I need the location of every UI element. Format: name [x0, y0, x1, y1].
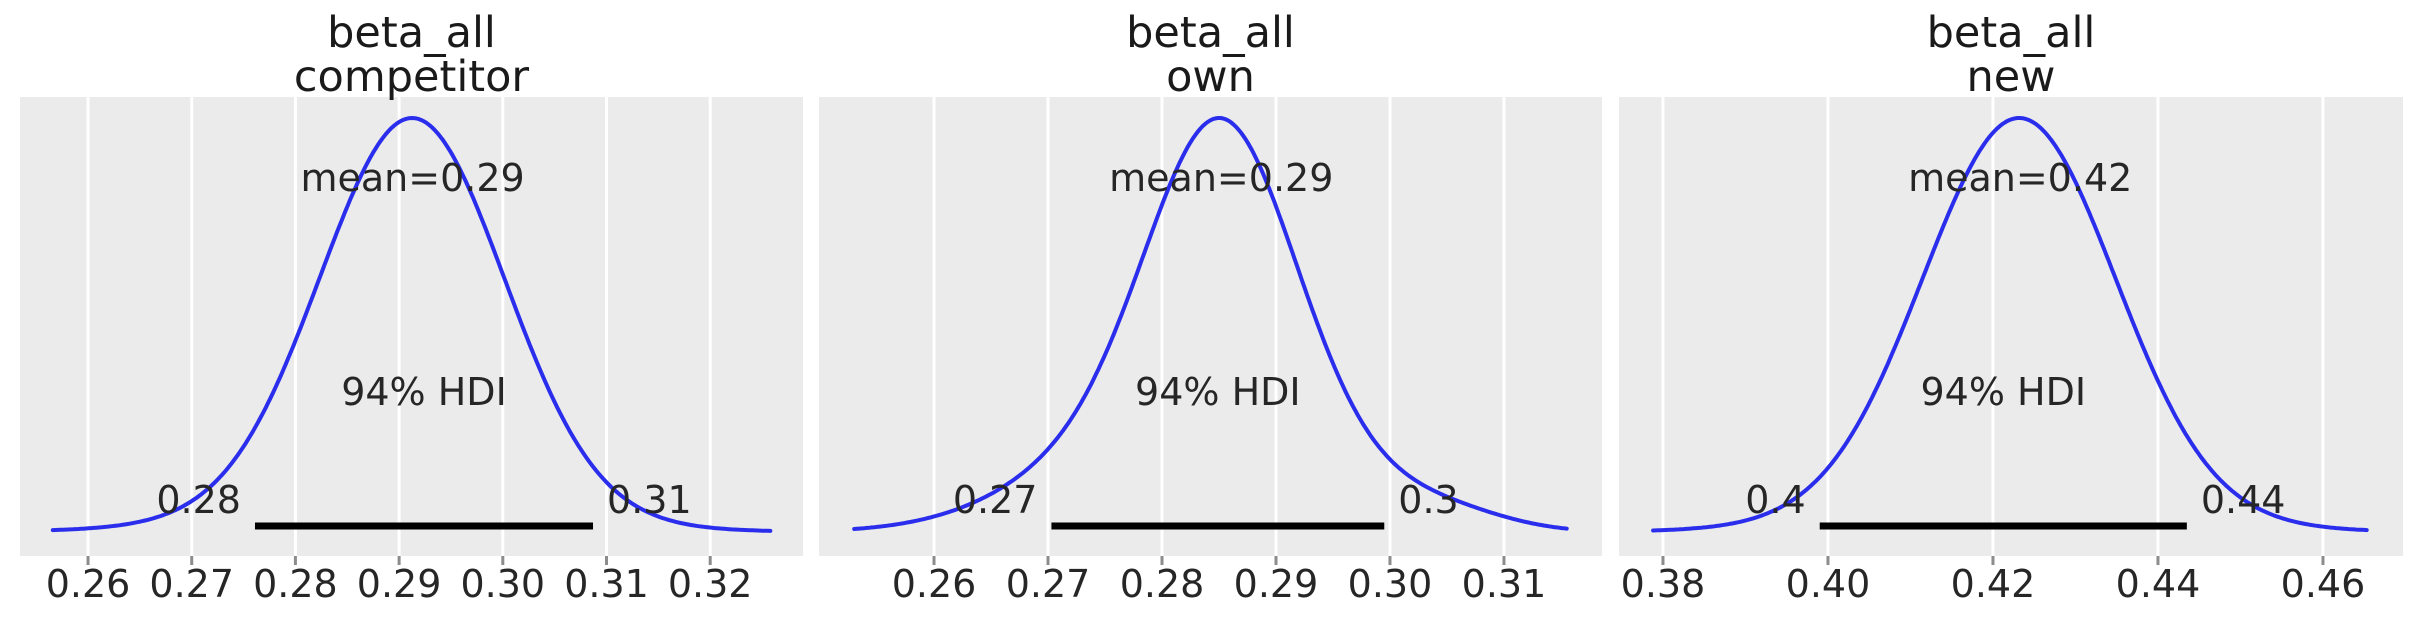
x-tick-label: 0.30: [1348, 562, 1433, 606]
plot-area: [20, 97, 803, 556]
x-tick-label: 0.32: [668, 562, 753, 606]
x-tick-label: 0.38: [1621, 562, 1706, 606]
mean-label: mean=0.29: [1109, 156, 1333, 200]
x-tick-label: 0.44: [2116, 562, 2201, 606]
x-tick-label: 0.30: [460, 562, 545, 606]
x-tick-label: 0.46: [2281, 562, 2366, 606]
kde-curve: [50, 116, 773, 533]
panel-title-line1: beta_all: [1927, 8, 2096, 58]
hdi-upper-bound-label: 0.44: [2201, 478, 2286, 522]
mean-label: mean=0.42: [1908, 156, 2132, 200]
x-tick-label: 0.40: [1786, 562, 1871, 606]
x-tick-label: 0.27: [149, 562, 234, 606]
hdi-upper-bound-label: 0.3: [1398, 478, 1458, 522]
x-tick-label: 0.27: [1006, 562, 1091, 606]
plot-area: [819, 97, 1602, 556]
mean-label: mean=0.29: [300, 156, 524, 200]
hdi-lower-bound-label: 0.27: [953, 478, 1038, 522]
x-tick-label: 0.28: [1120, 562, 1205, 606]
x-tick-label: 0.31: [564, 562, 649, 606]
x-tick-label: 0.42: [1951, 562, 2036, 606]
x-tick-label: 0.31: [1462, 562, 1547, 606]
x-tick-label: 0.28: [253, 562, 338, 606]
hdi-upper-bound-label: 0.31: [607, 478, 692, 522]
hdi-lower-bound-label: 0.28: [156, 478, 241, 522]
panel-title-line2: own: [1166, 52, 1255, 102]
panel-title-line1: beta_all: [327, 8, 496, 58]
hdi-lower-bound-label: 0.4: [1745, 478, 1805, 522]
panel-title-line2: competitor: [294, 52, 530, 102]
x-tick-label: 0.26: [46, 562, 131, 606]
hdi-label: 94% HDI: [1920, 370, 2086, 414]
x-tick-label: 0.29: [1234, 562, 1319, 606]
plot-area: [1619, 97, 2403, 556]
panel-competitor: 0.26 0.27 0.28 0.29 0.30 0.31 0.32 mean=0.29 94%…: [20, 8, 803, 606]
kde-curve: [1651, 116, 2369, 533]
panel-title-line1: beta_all: [1126, 8, 1295, 58]
x-tick-label: 0.29: [357, 562, 442, 606]
hdi-label: 94% HDI: [1135, 370, 1301, 414]
panel-own: 0.26 0.27 0.28 0.29 0.30 0.31 mean=0.29 94% HDI…: [819, 8, 1602, 606]
kde-curve: [852, 116, 1569, 531]
panel-new: 0.38 0.40 0.42 0.44 0.46 mean=0.42 94% HDI 0.4 0…: [1619, 8, 2403, 606]
panel-title-line2: new: [1967, 52, 2056, 102]
x-tick-label: 0.26: [892, 562, 977, 606]
hdi-label: 94% HDI: [341, 370, 507, 414]
